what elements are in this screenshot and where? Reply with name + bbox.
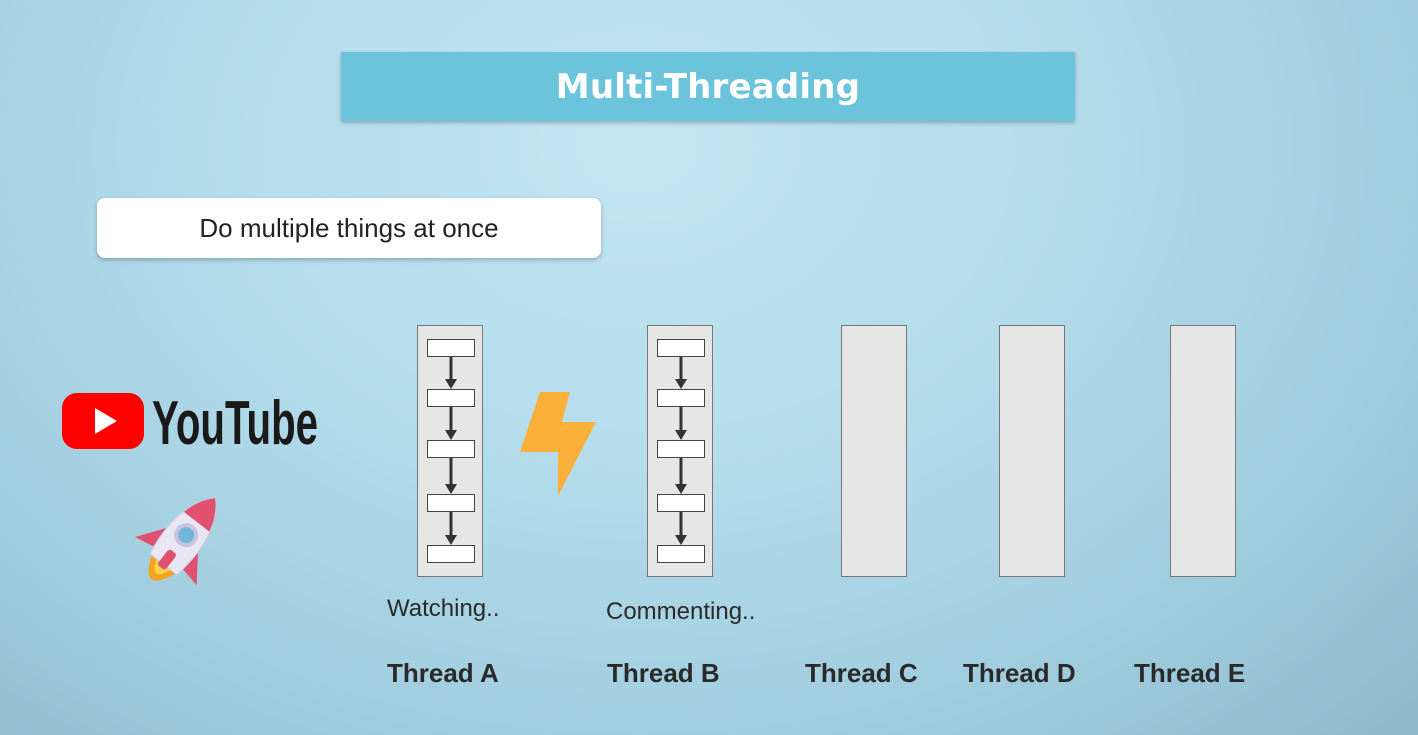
down-arrow-icon	[675, 512, 687, 545]
title-banner: Multi-Threading	[341, 52, 1075, 121]
youtube-play-icon	[62, 393, 144, 449]
thread-step	[657, 440, 705, 458]
thread-label: Thread E	[1134, 658, 1246, 688]
thread-label: Thread D	[963, 658, 1076, 688]
rocket-icon	[135, 497, 217, 586]
youtube-wordmark: YouTube	[152, 390, 318, 452]
thread-step	[657, 389, 705, 407]
down-arrow-icon	[445, 458, 457, 494]
down-arrow-icon	[445, 512, 457, 545]
down-arrow-icon	[675, 458, 687, 494]
thread-step	[427, 440, 475, 458]
thread-column-b	[647, 325, 713, 577]
page-title: Multi-Threading	[555, 66, 861, 107]
down-arrow-icon	[675, 357, 687, 389]
thread-label: Thread C	[805, 658, 918, 688]
thread-step	[427, 494, 475, 512]
thread-column-a	[417, 325, 483, 577]
thread-step	[657, 339, 705, 357]
thread-column-d	[999, 325, 1065, 577]
thread-activity-label: Watching..	[387, 595, 500, 622]
thread-activity-label: Commenting..	[606, 598, 756, 625]
youtube-logo: YouTube	[62, 390, 318, 452]
thread-step	[427, 339, 475, 357]
lightning-bolt-icon	[520, 392, 596, 496]
down-arrow-icon	[675, 407, 687, 440]
subtitle-text: Do multiple things at once	[199, 212, 499, 243]
thread-step	[427, 545, 475, 563]
thread-label: Thread B	[607, 658, 720, 688]
down-arrow-icon	[445, 407, 457, 440]
thread-column-c	[841, 325, 907, 577]
subtitle-box: Do multiple things at once	[97, 198, 601, 258]
thread-step	[657, 545, 705, 563]
thread-step	[427, 389, 475, 407]
thread-label: Thread A	[387, 658, 499, 688]
thread-column-e	[1170, 325, 1236, 577]
down-arrow-icon	[445, 357, 457, 389]
thread-step	[657, 494, 705, 512]
